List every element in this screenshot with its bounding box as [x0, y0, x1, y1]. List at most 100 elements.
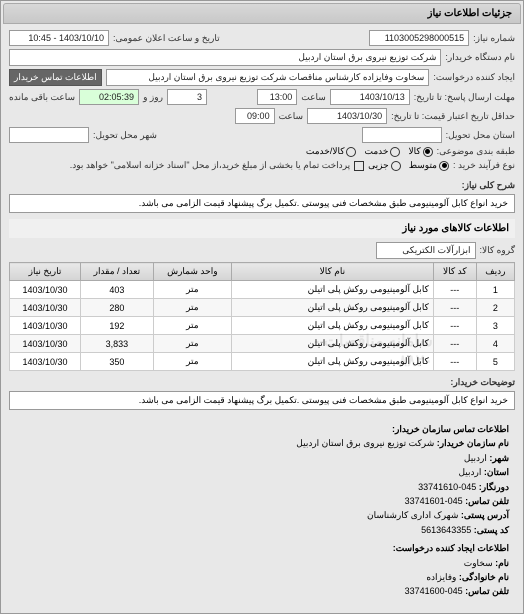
remain-time-label: ساعت باقی مانده: [9, 92, 75, 103]
buy-type-label: نوع فرآیند خرید :: [453, 160, 515, 171]
table-row[interactable]: 1---کابل آلومینیومی روکش پلی اتیلنمتر403…: [10, 281, 515, 299]
address-val: شهرک اداری کارشناسان: [367, 510, 458, 520]
buyer-desc-box: خرید انواع کابل آلومینیومی طبق مشخصات فن…: [9, 391, 515, 410]
delivery-province-field: [362, 127, 442, 143]
validity-label: حداقل تاریخ اعتبار قیمت: تا تاریخ:: [391, 111, 515, 122]
form-area: شماره نیاز: 1103005298000515 تاریخ و ساع…: [3, 24, 521, 611]
need-title-box: خرید انواع کابل آلومینیومی طبق مشخصات فن…: [9, 194, 515, 213]
announce-field: 1403/10/10 - 10:45: [9, 30, 109, 46]
th-unit[interactable]: واحد شمارش: [153, 263, 231, 281]
buyer-desc-label: توضیحات خریدار:: [450, 377, 515, 388]
buyer-name-field: شرکت توزیع نیروی برق استان اردبیل: [9, 49, 441, 66]
validity-time-label: ساعت: [279, 111, 304, 122]
cell-name: کابل آلومینیومی روکش پلی اتیلنسامانه منا…: [231, 335, 433, 353]
th-qty[interactable]: تعداد / مقدار: [80, 263, 153, 281]
cell-date: 1403/10/30: [10, 299, 81, 317]
province-label: شهر:: [489, 453, 509, 463]
pkg-radio-goods[interactable]: کالا: [408, 146, 432, 157]
contact-buyer-button[interactable]: اطلاعات تماس خریدار: [9, 69, 102, 86]
buy-radio-minor[interactable]: جزیی: [368, 160, 401, 171]
th-name[interactable]: نام کالا: [231, 263, 433, 281]
pkg-radio-service[interactable]: خدمت: [364, 146, 400, 157]
announce-label: تاریخ و ساعت اعلان عمومی:: [113, 33, 220, 44]
org-label: نام سازمان خریدار:: [437, 438, 509, 448]
cell-qty: 192: [80, 317, 153, 335]
city-val: اردبیل: [458, 467, 481, 477]
ctel-label: تلفن تماس:: [465, 586, 509, 596]
buy-note: پرداخت تمام یا بخشی از مبلغ خرید،از محل …: [70, 160, 350, 171]
city-label: استان:: [484, 467, 509, 477]
address-label: آدرس پستی:: [461, 510, 509, 520]
table-row[interactable]: 3---کابل آلومینیومی روکش پلی اتیلنمتر192…: [10, 317, 515, 335]
cell-qty: 3,833: [80, 335, 153, 353]
validity-date: 1403/10/30: [307, 108, 387, 124]
goods-table: ردیف کد کالا نام کالا واحد شمارش تعداد /…: [9, 262, 515, 371]
table-row[interactable]: 2---کابل آلومینیومی روکش پلی اتیلنمتر280…: [10, 299, 515, 317]
fax-label: دورنگار:: [479, 482, 509, 492]
buy-radio-medium[interactable]: متوسط: [409, 160, 449, 171]
deadline-send-time: 13:00: [257, 89, 297, 105]
buy-opt2-label: جزیی: [368, 160, 389, 171]
cell-date: 1403/10/30: [10, 317, 81, 335]
remain-time: 02:05:39: [79, 89, 139, 105]
cell-code: ---: [433, 281, 476, 299]
footer-contact: اطلاعات تماس سازمان خریدار: نام سازمان خ…: [9, 416, 515, 605]
fname-val: سخاوت: [464, 558, 493, 568]
tel-val: 045-33741601: [405, 496, 463, 506]
packaging-radio-group: کالا خدمت کالا/خدمت: [306, 146, 433, 157]
table-header-row: ردیف کد کالا نام کالا واحد شمارش تعداد /…: [10, 263, 515, 281]
table-row[interactable]: 5---کابل آلومینیومی روکش پلی اتیلنمتر350…: [10, 353, 515, 371]
buyer-name-label: نام دستگاه خریدار:: [445, 52, 515, 63]
cell-n: 5: [476, 353, 514, 371]
province-val: اردبیل: [464, 453, 487, 463]
cell-name: کابل آلومینیومی روکش پلی اتیلن: [231, 299, 433, 317]
cell-code: ---: [433, 353, 476, 371]
treasury-checkbox[interactable]: [354, 161, 364, 171]
group-label: گروه کالا:: [480, 245, 515, 256]
goods-section-title: اطلاعات کالاهای مورد نیاز: [9, 219, 515, 238]
cell-name: کابل آلومینیومی روکش پلی اتیلن: [231, 353, 433, 371]
delivery-city-label: شهر محل تحویل:: [93, 130, 157, 141]
cell-qty: 350: [80, 353, 153, 371]
need-no-label: شماره نیاز:: [473, 33, 515, 44]
cell-date: 1403/10/30: [10, 281, 81, 299]
requester-field: سخاوت وفایزاده کارشناس مناقصات شرکت توزی…: [106, 69, 430, 86]
cell-name: کابل آلومینیومی روکش پلی اتیلن: [231, 317, 433, 335]
th-row[interactable]: ردیف: [476, 263, 514, 281]
cell-name: کابل آلومینیومی روکش پلی اتیلن: [231, 281, 433, 299]
cell-n: 3: [476, 317, 514, 335]
group-field: ابزارآلات الکتریکی: [376, 242, 476, 259]
remain-days-label: روز و: [143, 92, 163, 103]
delivery-city-field: [9, 127, 89, 143]
panel-title: جزئیات اطلاعات نیاز: [3, 3, 521, 24]
details-panel: جزئیات اطلاعات نیاز شماره نیاز: 11030052…: [0, 0, 524, 614]
pkg-opt1-label: کالا: [408, 146, 420, 157]
cell-n: 1: [476, 281, 514, 299]
deadline-send-time-label: ساعت: [301, 92, 326, 103]
table-row[interactable]: 4---کابل آلومینیومی روکش پلی اتیلنسامانه…: [10, 335, 515, 353]
postal-label: کد پستی:: [474, 525, 509, 535]
packaging-label: طبقه بندی موضوعی:: [437, 146, 515, 157]
need-no-field: 1103005298000515: [369, 30, 469, 46]
footer-title: اطلاعات تماس سازمان خریدار:: [15, 422, 509, 436]
need-title-label: شرح کلی نیاز:: [462, 180, 515, 191]
pkg-opt2-label: خدمت: [364, 146, 388, 157]
creator-title: اطلاعات ایجاد کننده درخواست:: [15, 541, 509, 555]
cell-n: 4: [476, 335, 514, 353]
postal-val: 5613643355: [421, 525, 471, 535]
deadline-send-date: 1403/10/13: [330, 89, 410, 105]
requester-label: ایجاد کننده درخواست:: [433, 72, 515, 83]
cell-unit: متر: [153, 335, 231, 353]
fname-label: نام:: [495, 558, 509, 568]
pkg-radio-both[interactable]: کالا/خدمت: [306, 146, 357, 157]
deadline-send-label: مهلت ارسال پاسخ: تا تاریخ:: [414, 92, 515, 103]
cell-code: ---: [433, 317, 476, 335]
org-val: شرکت توزیع نیروی برق استان اردبیل: [296, 438, 434, 448]
validity-time: 09:00: [235, 108, 275, 124]
th-code[interactable]: کد کالا: [433, 263, 476, 281]
cell-unit: متر: [153, 299, 231, 317]
pkg-opt3-label: کالا/خدمت: [306, 146, 345, 157]
remain-days: 3: [167, 89, 207, 105]
th-date[interactable]: تاریخ نیاز: [10, 263, 81, 281]
ctel-val: 045-33741600: [405, 586, 463, 596]
